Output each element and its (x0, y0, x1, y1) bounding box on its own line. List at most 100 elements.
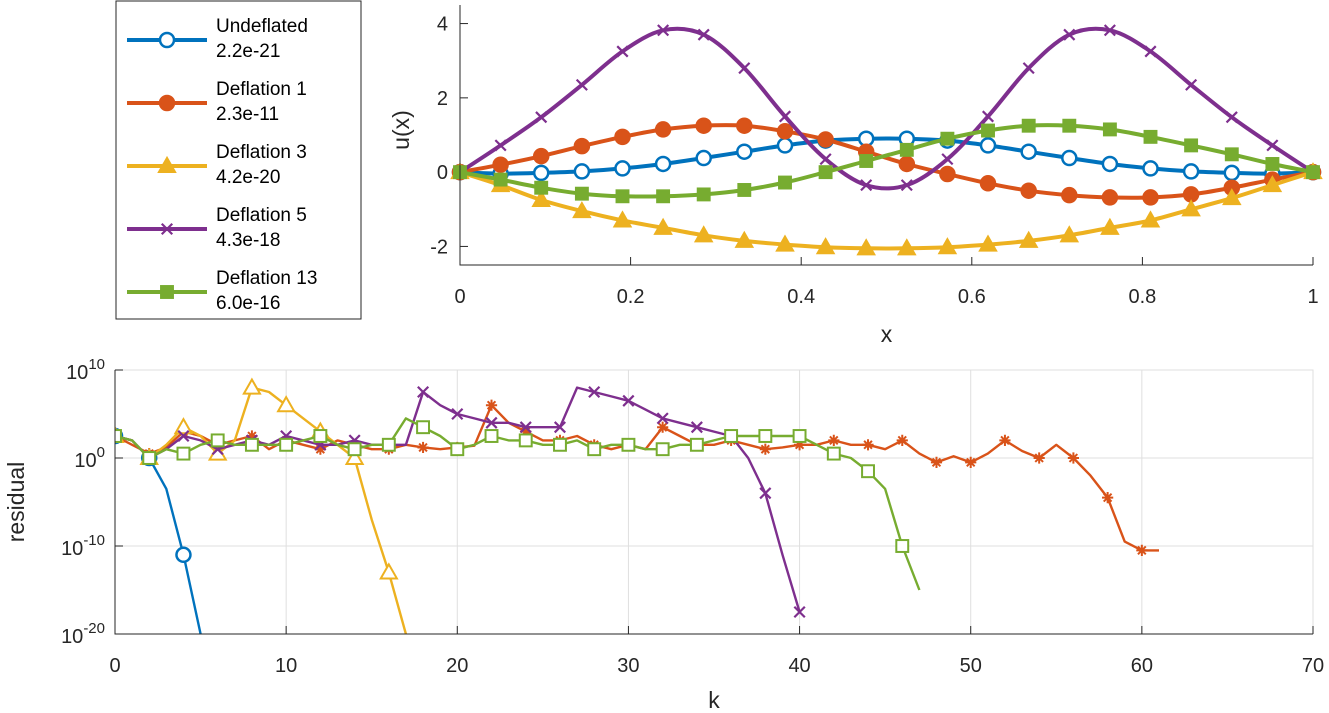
top-point-deflation-1 (573, 137, 591, 155)
top-x-tick-label: 0 (454, 286, 465, 308)
bottom-point-deflation-13 (142, 451, 157, 465)
top-point-deflation-3 (531, 189, 551, 208)
bottom-point-deflation-1 (896, 434, 908, 446)
bottom-series-deflation-13 (115, 417, 921, 591)
top-point-deflation-3 (937, 237, 958, 255)
residual-plot: 0 10 20 30 40 50 60 70 1010 100 10-10 10-20 k resi… (3, 356, 1324, 713)
top-point-deflation-5 (941, 153, 954, 166)
legend-marker-undeflated (158, 31, 176, 49)
top-point-deflation-1 (898, 155, 916, 173)
top-point-deflation-5 (738, 62, 751, 75)
bottom-point-deflation-3 (344, 447, 365, 466)
bottom-point-deflation-13 (244, 437, 259, 452)
top-point-deflation-13 (696, 187, 711, 202)
bottom-point-deflation-5 (656, 412, 669, 425)
legend-marker-deflation-3 (157, 155, 177, 174)
top-point-undeflated (654, 155, 672, 173)
solutions-plot: 0 0.2 0.4 0.6 0.8 1 -2 0 2 4 x u(x) (388, 5, 1323, 347)
top-point-deflation-3 (1100, 217, 1120, 235)
bottom-point-deflation-13 (313, 429, 328, 443)
bottom-y-ticks: 1010 100 10-10 10-20 (61, 356, 123, 648)
top-y-tick-label: 4 (437, 14, 448, 36)
bottom-x-tick-label: 70 (1302, 655, 1324, 677)
legend-marker-deflation-13 (160, 285, 174, 299)
bottom-series-group (115, 377, 1159, 634)
top-point-deflation-1 (939, 165, 956, 183)
bottom-point-deflation-1 (999, 434, 1011, 446)
top-point-deflation-1 (776, 123, 794, 140)
top-x-axis-label: x (881, 321, 893, 347)
bottom-point-deflation-1 (314, 443, 326, 455)
top-point-deflation-1 (1061, 186, 1078, 204)
bottom-point-deflation-1 (417, 441, 429, 454)
top-point-deflation-13 (940, 131, 955, 146)
legend-marker-deflation-5 (160, 222, 174, 236)
top-point-deflation-13 (1102, 122, 1117, 137)
top-point-deflation-5 (657, 24, 670, 37)
top-y-ticks: -2 0 2 4 (430, 14, 468, 258)
bottom-point-deflation-3 (379, 562, 399, 580)
top-point-deflation-3 (775, 234, 795, 252)
top-point-undeflated (1142, 160, 1159, 177)
top-series-deflation-1 (451, 117, 1322, 206)
top-y-axis-label: u(x) (388, 110, 414, 150)
bottom-y-tick-label: 10-20 (61, 620, 105, 648)
top-point-deflation-13 (493, 172, 508, 187)
top-point-deflation-5 (900, 179, 913, 192)
bottom-y-tick-label: 10-10 (61, 532, 105, 560)
top-y-tick-label: -2 (430, 236, 448, 258)
top-point-deflation-5 (535, 111, 548, 124)
bottom-point-deflation-5 (690, 421, 703, 434)
top-point-deflation-13 (899, 142, 914, 157)
top-point-deflation-3 (1140, 210, 1161, 228)
bottom-point-deflation-13 (895, 539, 910, 553)
top-y-tick-label: 0 (437, 162, 448, 184)
bottom-point-deflation-1 (828, 434, 840, 446)
top-point-deflation-3 (856, 238, 876, 256)
bottom-point-deflation-5 (553, 421, 566, 434)
top-point-deflation-1 (492, 156, 509, 173)
legend-label-deflation-13: Deflation 13 (216, 268, 317, 289)
top-axes (459, 5, 1313, 266)
bottom-point-deflation-13 (553, 437, 567, 452)
top-x-tick-label: 0.8 (1128, 286, 1156, 308)
top-series-deflation-13 (453, 118, 1320, 204)
top-point-undeflated (1182, 163, 1200, 180)
top-point-deflation-13 (1265, 157, 1280, 171)
bottom-y-tick-label: 1010 (66, 356, 105, 384)
legend-residual-deflation-1: 2.3e-11 (216, 104, 279, 125)
top-point-deflation-5 (1063, 28, 1076, 41)
bottom-x-tick-label: 30 (617, 655, 639, 677)
legend-item-deflation-5: Deflation 5 4.3e-18 (127, 205, 307, 251)
bottom-point-deflation-13 (484, 429, 499, 443)
top-point-undeflated (1020, 143, 1037, 160)
top-point-deflation-3 (815, 237, 836, 255)
top-point-undeflated (776, 137, 794, 154)
bottom-x-tick-label: 10 (275, 655, 297, 677)
bottom-point-deflation-5 (451, 407, 464, 421)
top-point-deflation-13 (1306, 165, 1320, 180)
top-point-undeflated (1061, 149, 1078, 167)
bottom-x-tick-label: 40 (788, 655, 810, 677)
top-point-deflation-13 (615, 189, 630, 204)
top-point-deflation-5 (981, 110, 995, 123)
top-point-deflation-3 (572, 201, 592, 219)
legend-item-deflation-3: Deflation 3 4.2e-20 (127, 142, 307, 188)
top-point-deflation-5 (1144, 45, 1157, 58)
bottom-x-ticks: 0 10 20 30 40 50 60 70 (109, 626, 1324, 677)
legend-label-undeflated: Undeflated (216, 16, 308, 37)
top-point-deflation-3 (612, 210, 633, 228)
top-point-deflation-5 (860, 179, 873, 192)
bottom-point-deflation-1 (485, 399, 498, 411)
top-point-deflation-3 (978, 234, 998, 252)
top-line-deflation-5 (458, 26, 1315, 191)
legend-residual-deflation-5: 4.3e-18 (216, 230, 280, 251)
bottom-point-deflation-5 (417, 385, 430, 399)
bottom-point-deflation-1 (657, 421, 669, 433)
bottom-point-deflation-5 (622, 394, 635, 407)
top-x-ticks: 0 0.2 0.4 0.6 0.8 1 (454, 257, 1319, 308)
top-x-tick-label: 1 (1307, 286, 1318, 308)
bottom-point-deflation-13 (587, 442, 602, 457)
